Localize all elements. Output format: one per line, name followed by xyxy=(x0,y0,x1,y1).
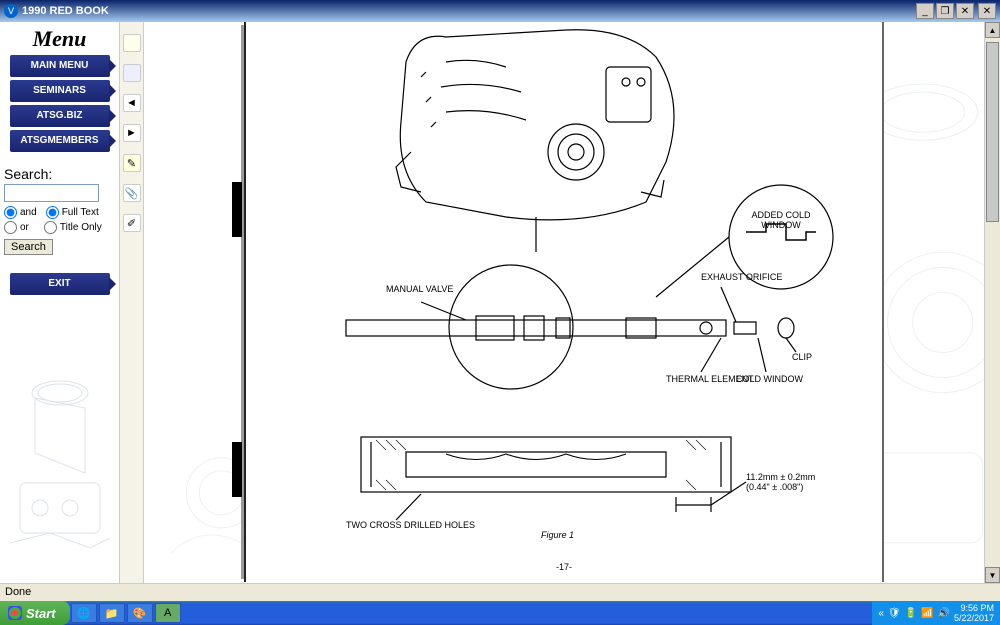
label-titleonly: Title Only xyxy=(60,222,102,233)
tool-fwd-icon[interactable]: ► xyxy=(123,124,141,142)
vertical-scrollbar[interactable]: ▲ ▼ xyxy=(984,22,1000,583)
page-mark xyxy=(232,182,242,237)
tool-edit-icon[interactable]: ✐ xyxy=(123,214,141,232)
tray-network-icon[interactable]: 📶 xyxy=(921,608,933,619)
nav-atsg-biz[interactable]: ATSG.BIZ xyxy=(10,105,110,127)
app-icon: V xyxy=(4,4,18,18)
tray-clock[interactable]: 9:56 PM 5/22/2017 xyxy=(954,603,994,623)
radio-fulltext[interactable] xyxy=(46,206,59,219)
radio-titleonly[interactable] xyxy=(44,221,57,234)
tool-page-icon[interactable] xyxy=(123,34,141,52)
exit-button[interactable]: EXIT xyxy=(10,273,110,295)
label-two-cross: TWO CROSS DRILLED HOLES xyxy=(346,520,475,530)
scroll-down-arrow[interactable]: ▼ xyxy=(985,567,1000,583)
label-cold-window: COLD WINDOW xyxy=(736,374,803,384)
tray-battery-icon[interactable]: 🔋 xyxy=(905,608,917,619)
label-and: and xyxy=(20,207,37,218)
label-dimension: 11.2mm ± 0.2mm (0.44" ± .008") xyxy=(746,472,836,492)
tool-attach-icon[interactable]: 📎 xyxy=(123,184,141,202)
tool-note-icon[interactable]: ✎ xyxy=(123,154,141,172)
document-page: ADDED COLD WINDOW MANUAL VALVE EXHAUST O… xyxy=(244,22,884,582)
system-tray: « 🛡 🔋 📶 🔊 9:56 PM 5/22/2017 xyxy=(872,601,1000,625)
sidebar: Menu MAIN MENU SEMINARS ATSG.BIZ ATSGMEM… xyxy=(0,22,120,583)
vertical-toolbar: ◄ ► ✎ 📎 ✐ xyxy=(120,22,144,583)
nav-main-menu[interactable]: MAIN MENU xyxy=(10,55,110,77)
figure-caption: Figure 1 xyxy=(541,530,574,540)
start-label: Start xyxy=(26,606,56,621)
tray-shield-icon[interactable]: 🛡 xyxy=(888,608,901,619)
radio-or[interactable] xyxy=(4,221,17,234)
label-manual-valve: MANUAL VALVE xyxy=(386,284,453,294)
tool-back-icon[interactable]: ◄ xyxy=(123,94,141,112)
label-or: or xyxy=(20,222,29,233)
radio-and[interactable] xyxy=(4,206,17,219)
tool-doc-icon[interactable] xyxy=(123,64,141,82)
menu-header: Menu xyxy=(4,26,115,52)
main-area: Menu MAIN MENU SEMINARS ATSG.BIZ ATSGMEM… xyxy=(0,22,1000,583)
taskbar-app-icon[interactable]: A xyxy=(155,603,181,623)
search-button[interactable]: Search xyxy=(4,239,53,255)
windows-logo-icon xyxy=(8,606,22,620)
taskbar-explorer-icon[interactable]: 📁 xyxy=(99,603,125,623)
taskbar-ie-icon[interactable]: 🌐 xyxy=(71,603,97,623)
search-label: Search: xyxy=(4,166,115,182)
status-bar: Done xyxy=(0,583,1000,601)
label-added-cold-window: ADDED COLD WINDOW xyxy=(746,210,816,230)
scroll-up-arrow[interactable]: ▲ xyxy=(985,22,1000,38)
sidebar-watermark xyxy=(0,333,119,583)
nav-seminars[interactable]: SEMINARS xyxy=(10,80,110,102)
start-button[interactable]: Start xyxy=(0,601,70,625)
close-button[interactable]: ✕ xyxy=(956,3,974,19)
clock-time: 9:56 PM xyxy=(954,603,994,613)
figure-page-num: -17- xyxy=(556,562,572,572)
outer-close-button[interactable]: ✕ xyxy=(978,3,996,19)
status-text: Done xyxy=(5,586,31,598)
label-exhaust-orifice: EXHAUST ORIFICE xyxy=(701,272,782,282)
nav-atsgmembers[interactable]: ATSGMEMBERS xyxy=(10,130,110,152)
tray-icon-1[interactable]: « xyxy=(878,608,884,619)
restore-button[interactable]: ❐ xyxy=(936,3,954,19)
taskbar: Start 🌐 📁 🎨 A « 🛡 🔋 📶 🔊 9:56 PM 5/22/201… xyxy=(0,601,1000,625)
label-fulltext: Full Text xyxy=(62,207,99,218)
search-input[interactable] xyxy=(4,184,99,202)
content-area: ADDED COLD WINDOW MANUAL VALVE EXHAUST O… xyxy=(144,22,1000,583)
scroll-thumb[interactable] xyxy=(986,42,999,222)
clock-date: 5/22/2017 xyxy=(954,613,994,623)
tray-volume-icon[interactable]: 🔊 xyxy=(938,608,950,619)
taskbar-paint-icon[interactable]: 🎨 xyxy=(127,603,153,623)
search-options: and Full Text or Title Only xyxy=(4,206,115,234)
window-title: 1990 RED BOOK xyxy=(22,5,914,17)
page-mark2 xyxy=(232,442,242,497)
label-clip: CLIP xyxy=(792,352,812,362)
minimize-button[interactable]: _ xyxy=(916,3,934,19)
window-titlebar: V 1990 RED BOOK _ ❐ ✕ ✕ xyxy=(0,0,1000,22)
